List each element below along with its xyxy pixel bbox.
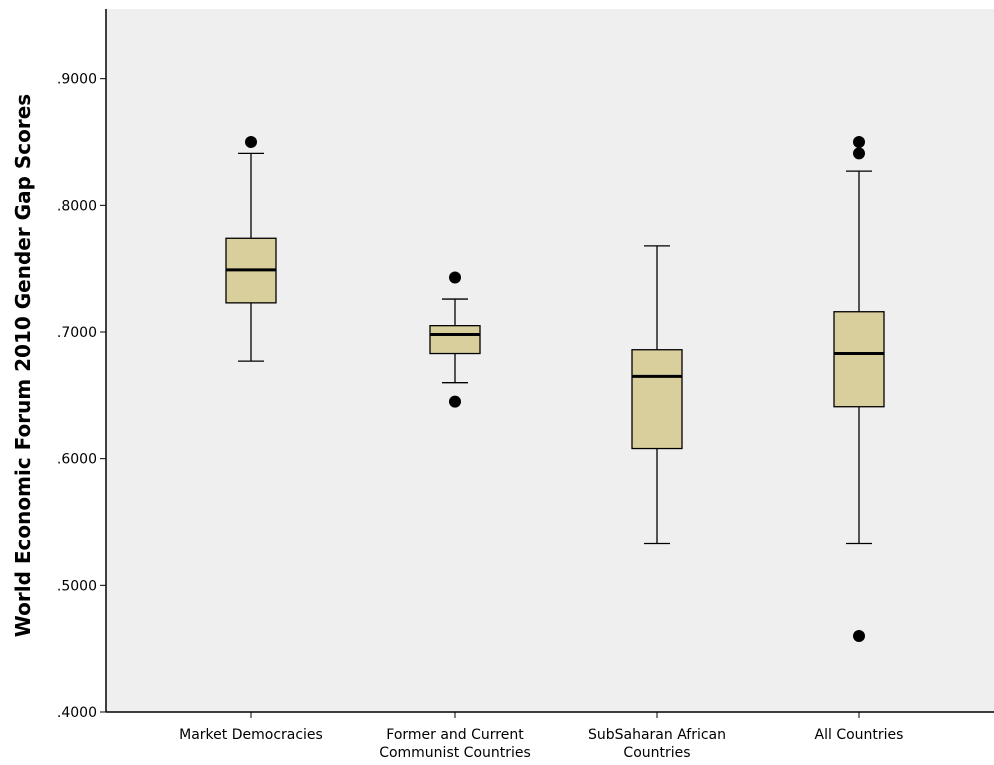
box-group: SubSaharan African Countries [588,245,726,761]
iqr-box [833,311,885,408]
y-tick-label: .6000 [57,452,97,468]
box-group: All Countries [815,136,904,743]
iqr-box [429,325,481,355]
box-group: Market Democracies [179,136,323,743]
box-group: Former and Current Communist Countries [379,271,531,761]
x-category-label: SubSaharan African [588,727,726,743]
outlier-point [853,136,865,148]
x-category-label: Former and Current [386,727,524,743]
y-tick-label: .8000 [57,198,97,214]
iqr-box [631,349,683,450]
y-tick-label: .4000 [57,705,97,721]
y-tick-label: .5000 [57,578,97,594]
x-category-label: All Countries [815,727,904,743]
y-axis-title: World Economic Forum 2010 Gender Gap Sco… [11,94,35,637]
outlier-point [449,395,461,408]
outlier-point [245,136,257,148]
outlier-point [853,630,865,642]
x-category-label: Countries [623,745,690,761]
x-category-label: Communist Countries [379,745,531,761]
x-category-label: Market Democracies [179,727,323,743]
y-tick-label: .9000 [57,72,97,88]
outlier-point [853,147,865,160]
outlier-point [449,271,461,284]
y-tick-label: .7000 [57,325,97,341]
